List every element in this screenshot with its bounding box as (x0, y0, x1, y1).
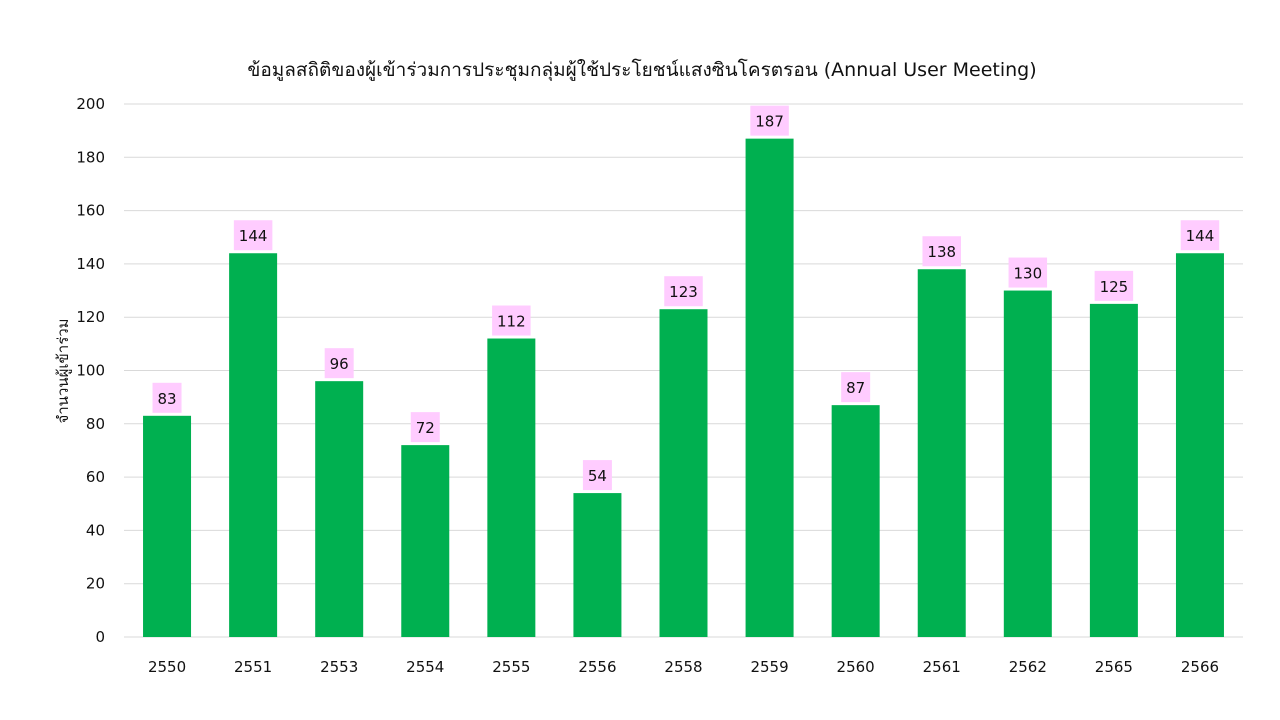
data-label: 130 (1013, 265, 1042, 283)
x-tick-label: 2562 (1009, 658, 1047, 676)
bars (143, 138, 1224, 638)
bar (831, 405, 880, 637)
x-tick-label: 2553 (320, 658, 358, 676)
data-label: 87 (846, 379, 865, 397)
data-label-background (582, 460, 612, 491)
data-label: 123 (669, 283, 698, 301)
data-label: 83 (157, 390, 176, 408)
data-label: 187 (755, 113, 784, 131)
y-tick-label: 200 (76, 95, 105, 113)
bar (315, 381, 364, 637)
data-label: 125 (1100, 278, 1129, 296)
x-tick-label: 2556 (578, 658, 616, 676)
data-label: 138 (927, 243, 956, 261)
data-label: 144 (239, 227, 268, 245)
data-label-background (1094, 270, 1134, 301)
x-tick-label: 2560 (837, 658, 875, 676)
data-label-background (152, 382, 182, 413)
bar (487, 338, 536, 637)
y-tick-label: 140 (76, 255, 105, 273)
y-tick-label: 80 (86, 415, 105, 433)
data-label-background (324, 348, 354, 379)
x-tick-label: 2561 (923, 658, 961, 676)
bar (143, 415, 192, 637)
x-tick-label: 2559 (750, 658, 788, 676)
x-tick-label: 2566 (1181, 658, 1219, 676)
y-tick-label: 20 (86, 575, 105, 593)
y-axis-ticks: 0 20 40 60 80 100 120 140 160 180 200 (76, 95, 105, 646)
bar (229, 253, 278, 638)
data-label: 96 (330, 355, 349, 373)
x-tick-label: 2555 (492, 658, 530, 676)
data-label-background (1008, 257, 1048, 288)
x-tick-label: 2565 (1095, 658, 1133, 676)
y-tick-label: 180 (76, 148, 105, 166)
x-tick-label: 2558 (664, 658, 702, 676)
y-axis-label: จำนวนผู้เข้าร่วม (54, 318, 72, 423)
data-label-background (664, 276, 703, 307)
data-label-background (750, 105, 789, 136)
y-tick-label: 0 (95, 628, 105, 646)
x-tick-label: 2554 (406, 658, 444, 676)
y-tick-label: 120 (76, 308, 105, 326)
data-label: 112 (497, 313, 526, 331)
y-tick-label: 60 (86, 468, 105, 486)
y-tick-label: 40 (86, 521, 105, 539)
data-label-background (410, 412, 440, 443)
bar (401, 445, 450, 637)
bar (573, 493, 622, 637)
data-label-background (1180, 220, 1220, 251)
x-tick-label: 2551 (234, 658, 272, 676)
bar (917, 269, 966, 637)
data-label-background (841, 372, 871, 403)
bar (1089, 303, 1138, 637)
x-tick-label: 2550 (148, 658, 186, 676)
data-label-background (233, 220, 273, 251)
data-label: 72 (416, 419, 435, 437)
data-labels: 83 144 96 72 112 54 123 187 87 138 130 125 144 (152, 105, 1220, 491)
data-label-background (492, 305, 531, 336)
bar (1003, 290, 1052, 637)
y-tick-label: 160 (76, 202, 105, 220)
bar (659, 309, 708, 637)
data-label: 54 (588, 467, 607, 485)
bar (745, 138, 794, 637)
data-label: 144 (1186, 227, 1215, 245)
x-axis-ticks: 2550 2551 2553 2554 2555 2556 2558 2559 2560 2561… (148, 658, 1219, 676)
bar (1175, 253, 1224, 638)
chart-title: ข้อมูลสถิติของผู้เข้าร่วมการประชุมกลุ่มผ… (247, 58, 1036, 82)
y-tick-label: 100 (76, 362, 105, 380)
data-label-background (922, 236, 961, 267)
